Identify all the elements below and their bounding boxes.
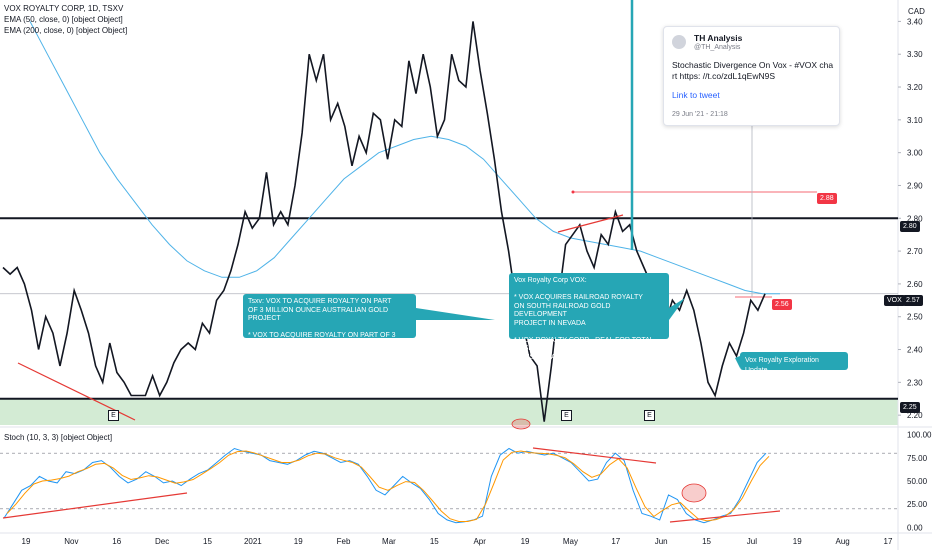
stoch-highlight (681, 483, 707, 503)
tweet-author: TH Analysis (694, 33, 743, 43)
callout-pointer (416, 308, 495, 320)
x-tick-label: 17 (884, 537, 893, 546)
x-tick-label: 19 (521, 537, 530, 546)
earnings-marker[interactable]: E (644, 410, 655, 421)
last-price-tag: 2.57 (903, 295, 923, 306)
ema50-line (29, 21, 780, 295)
y-tick-label: 3.40 (907, 17, 923, 26)
low-highlight (511, 418, 531, 430)
tweet-card[interactable]: TH Analysis @TH_Analysis Stochastic Dive… (663, 26, 840, 126)
y-tick-label: 2.40 (907, 346, 923, 355)
currency-label: CAD (908, 7, 925, 16)
stoch-divergence-line (532, 447, 657, 464)
y-tick-label: 3.20 (907, 83, 923, 92)
callout-australian-royalty[interactable]: Tsxv: VOX TO ACQUIRE ROYALTY ON PART OF … (243, 294, 416, 348)
y-tick-label: 2.60 (907, 280, 923, 289)
symbol-tag: VOX (884, 295, 905, 306)
stoch-trend-line (2, 492, 188, 519)
x-tick-label: Nov (64, 537, 78, 546)
stoch-tick-label: 50.00 (907, 477, 928, 486)
ema200-legend: EMA (200, close, 0) [object Object] (4, 26, 128, 35)
callout-pointer (669, 298, 685, 320)
callout-railroad-royalty[interactable]: Vox Royalty Corp VOX: * VOX ACQUIRES RAI… (509, 273, 669, 361)
y-tick-label: 3.30 (907, 50, 923, 59)
stoch-d-line (6, 450, 770, 522)
y-tick-label: 2.80 (907, 214, 923, 223)
tweet-date: 29 Jun '21 - 21:18 (672, 111, 728, 118)
tweet-link[interactable]: Link to tweet (672, 90, 720, 100)
price-tag-288: 2.88 (817, 193, 837, 204)
stoch-k-line (3, 447, 767, 524)
support-zone (0, 398, 898, 425)
x-tick-label: 15 (203, 537, 212, 546)
stoch-tick-label: 0.00 (907, 523, 923, 532)
avatar (672, 35, 686, 49)
x-tick-label: 15 (430, 537, 439, 546)
x-tick-label: 2021 (244, 537, 262, 546)
stoch-rising-line (669, 510, 781, 523)
earnings-marker[interactable]: E (108, 410, 119, 421)
stoch-tick-label: 100.00 (907, 431, 932, 440)
stoch-legend: Stoch (10, 3, 3) [object Object] (4, 433, 113, 442)
level-tag-280: 2.80 (900, 221, 920, 232)
x-tick-label: 17 (611, 537, 620, 546)
stoch-tick-label: 25.00 (907, 500, 928, 509)
price-tag-256: 2.56 (772, 299, 792, 310)
x-tick-label: Dec (155, 537, 169, 546)
x-tick-label: 16 (112, 537, 121, 546)
ema50-legend: EMA (50, close, 0) [object Object] (4, 15, 123, 24)
y-tick-label: 2.20 (907, 411, 923, 420)
y-tick-label: 2.50 (907, 313, 923, 322)
x-tick-label: Aug (836, 537, 850, 546)
y-tick-label: 2.70 (907, 247, 923, 256)
tweet-text: Stochastic Divergence On Vox - #VOX char… (672, 60, 834, 81)
x-tick-label: 19 (793, 537, 802, 546)
x-tick-label: May (563, 537, 578, 546)
x-tick-label: Feb (337, 537, 351, 546)
x-tick-label: 19 (294, 537, 303, 546)
x-tick-label: 15 (702, 537, 711, 546)
x-tick-label: Jun (655, 537, 668, 546)
stoch-tick-label: 75.00 (907, 454, 928, 463)
target-line-start (571, 190, 575, 194)
tweet-handle: @TH_Analysis (694, 44, 741, 51)
y-tick-label: 3.10 (907, 116, 923, 125)
x-tick-label: Jul (747, 537, 757, 546)
callout-exploration-update[interactable]: Vox Royalty Exploration Update (740, 352, 848, 374)
x-tick-label: 19 (22, 537, 31, 546)
x-tick-label: Mar (382, 537, 396, 546)
divergence-line-price (557, 214, 624, 233)
earnings-marker[interactable]: E (561, 410, 572, 421)
y-tick-label: 3.00 (907, 149, 923, 158)
symbol-title: VOX ROYALTY CORP, 1D, TSXV (4, 4, 124, 13)
callout-pointer (735, 356, 740, 368)
level-tag-225: 2.25 (900, 402, 920, 413)
x-tick-label: Apr (473, 537, 486, 546)
y-tick-label: 2.90 (907, 181, 923, 190)
price-line (2, 21, 766, 422)
y-tick-label: 2.30 (907, 378, 923, 387)
